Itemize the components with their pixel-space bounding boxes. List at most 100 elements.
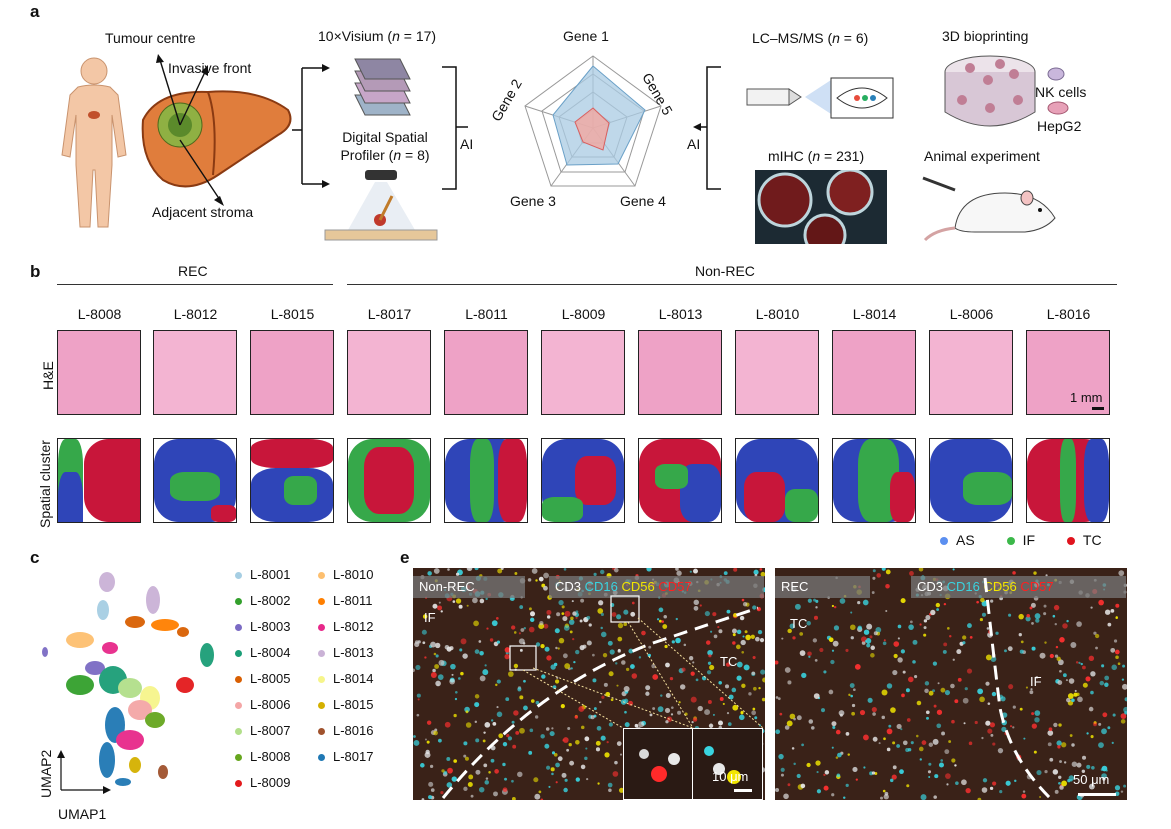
spatial-cluster-tile — [541, 438, 625, 523]
mihc-label: mIHC (n = 231) — [768, 148, 865, 164]
non-rec-group-rule — [347, 284, 1117, 285]
legend-dot — [235, 572, 242, 580]
spatial-cluster-tile — [347, 438, 431, 523]
non-rec-label-bar: Non-REC — [413, 576, 525, 598]
sample-label: L-8014 — [852, 306, 897, 322]
legend-dot — [318, 624, 325, 632]
sample-label: L-8009 — [561, 306, 606, 322]
sample-label: L-8017 — [367, 306, 412, 322]
umap-scatter — [42, 572, 214, 786]
inset-scale-label: 10 μm — [712, 769, 749, 784]
overlay-lines-left — [441, 595, 764, 799]
mouse-illustration — [922, 176, 1056, 242]
inset-divider — [692, 729, 693, 799]
spatial-cluster-tile — [153, 438, 237, 523]
legend-dot — [235, 702, 242, 710]
he-tile — [541, 330, 625, 415]
umap-legend-item: L-8016 — [318, 723, 373, 738]
sample-label: L-8006 — [949, 306, 994, 322]
legend-dot — [318, 676, 325, 684]
panel-c-letter: c — [30, 548, 40, 567]
if-label-right: IF — [1030, 674, 1042, 689]
umap-legend-item: L-8005 — [235, 671, 290, 686]
umap-legend-item: L-8013 — [318, 645, 373, 660]
dsp-instrument-illustration — [324, 170, 438, 241]
gene1-label: Gene 1 — [563, 28, 609, 44]
non-rec-group-label: Non-REC — [695, 263, 755, 279]
sample-label: L-8011 — [465, 306, 508, 322]
legend-as-dot — [940, 537, 948, 546]
legend-dot — [235, 598, 242, 606]
tumour-centre-label: Tumour centre — [105, 30, 196, 46]
lcms-label: LC–MS/MS (n = 6) — [752, 30, 869, 46]
inset-scale-bar — [734, 789, 752, 792]
bracket-ai-left — [442, 66, 468, 190]
he-tile — [929, 330, 1013, 415]
panel-a-letter: a — [30, 2, 40, 21]
umap-legend-item: L-8009 — [235, 775, 290, 790]
animal-experiment-label: Animal experiment — [924, 148, 1040, 164]
tc-label-right: TC — [790, 616, 808, 631]
ai-right-label: AI — [687, 136, 701, 152]
spatial-cluster-tile — [1026, 438, 1110, 523]
lcms-illustration — [746, 77, 894, 119]
gene4-label: Gene 4 — [620, 193, 666, 209]
he-tile — [250, 330, 334, 415]
visium-slides-stack — [354, 58, 411, 116]
legend-dot — [318, 754, 325, 762]
sample-label: L-8016 — [1046, 306, 1091, 322]
umap-legend-item: L-8003 — [235, 619, 290, 634]
mihc-image — [755, 170, 887, 244]
rec-group-rule — [57, 284, 333, 285]
umap-legend-item: L-8012 — [318, 619, 373, 634]
rec-scale-bar — [1078, 793, 1116, 796]
umap-axes-arrows — [57, 750, 111, 794]
bioprinting-cube — [944, 55, 1036, 127]
spatial-cluster-tile — [444, 438, 528, 523]
invasive-front-label: Invasive front — [168, 60, 252, 76]
umap-legend-item: L-8015 — [318, 697, 373, 712]
sample-label: L-8013 — [658, 306, 703, 322]
legend-if-dot — [1006, 537, 1015, 546]
hepg2-label: HepG2 — [1037, 118, 1082, 134]
legend-tc: TC — [1066, 532, 1102, 548]
legend-dot — [318, 650, 325, 658]
spatial-cluster-tile — [929, 438, 1013, 523]
rec-scale-label: 50 μm — [1073, 772, 1110, 787]
sample-label: L-8010 — [755, 306, 800, 322]
spatial-cluster-tile — [832, 438, 916, 523]
visium-label: 10×Visium (n = 17) — [318, 28, 437, 44]
legend-dot — [235, 676, 242, 684]
umap-legend-item: L-8017 — [318, 749, 373, 764]
legend-as: AS — [940, 532, 975, 548]
umap-legend-item: L-8002 — [235, 593, 290, 608]
he-tile — [1026, 330, 1110, 415]
legend-dot — [318, 728, 325, 736]
adjacent-stroma-label: Adjacent stroma — [152, 204, 254, 220]
radar-chart — [524, 55, 662, 187]
he-scale-label: 1 mm — [1070, 390, 1103, 405]
legend-dot — [235, 780, 242, 788]
panel-e-letter: e — [400, 548, 410, 567]
he-tile — [638, 330, 722, 415]
marker-legend-right: CD3 CD16 CD56 CD57 — [911, 576, 1126, 598]
he-tile — [832, 330, 916, 415]
if-label-left: IF — [424, 610, 436, 625]
rec-group-label: REC — [178, 263, 208, 279]
panel-b-letter: b — [30, 262, 41, 281]
overlay-line-right — [983, 577, 1052, 800]
he-tile — [735, 330, 819, 415]
umap2-label: UMAP2 — [38, 749, 54, 798]
bracket-ai-right — [693, 66, 721, 190]
he-tile — [153, 330, 237, 415]
umap-legend-item: L-8014 — [318, 671, 373, 686]
he-tile — [347, 330, 431, 415]
spatial-cluster-tile — [638, 438, 722, 523]
inset-zoom: 10 μm — [623, 728, 763, 800]
spatial-cluster-tile — [57, 438, 141, 523]
liver-illustration — [141, 90, 292, 188]
gene3-label: Gene 3 — [510, 193, 556, 209]
legend-tc-dot — [1066, 537, 1075, 546]
human-body-figure — [61, 57, 127, 228]
dsp-label: Digital Spatial Profiler (n = 8) — [340, 129, 430, 163]
